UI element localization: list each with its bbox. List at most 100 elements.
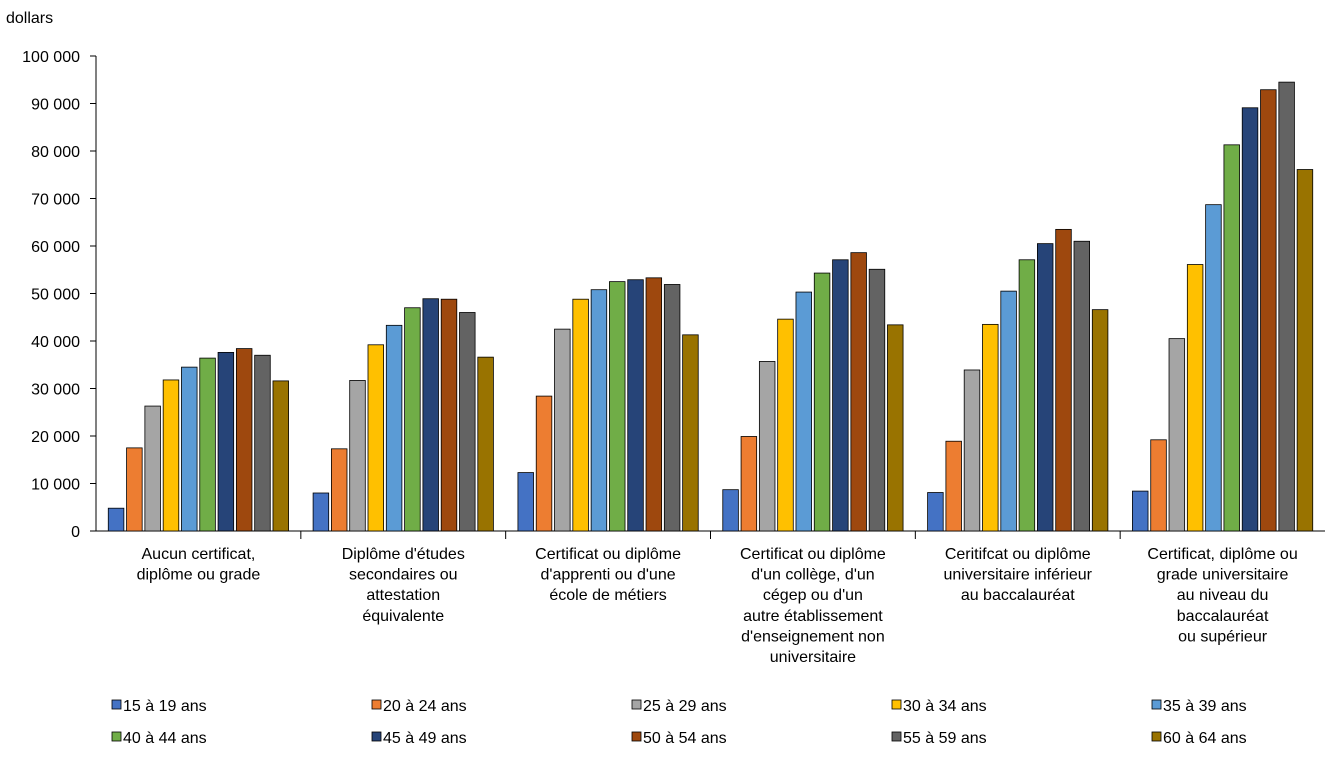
x-category-label: Certificat ou diplôme d'un collège, d'un c… [740, 546, 886, 666]
bar [162, 379, 180, 532]
bar [1186, 264, 1204, 532]
bar [590, 289, 608, 532]
bar [663, 284, 681, 532]
bar [627, 279, 644, 532]
x-category-label-line: Aucun certificat, [142, 546, 256, 563]
y-tick-label: 80 000 [31, 144, 80, 161]
x-category-label-line: au baccalauréat [961, 587, 1075, 604]
bar [813, 272, 831, 532]
bar [272, 380, 289, 532]
x-category-label-line: Certificat ou diplôme [535, 546, 681, 563]
y-tick-label: 40 000 [31, 334, 80, 351]
legend-swatch [111, 699, 122, 710]
bar [887, 324, 904, 532]
bar [181, 366, 198, 532]
bar [832, 259, 849, 532]
bar [1018, 259, 1036, 532]
legend-label: 30 à 34 ans [903, 698, 987, 715]
y-tick-label: 10 000 [31, 477, 80, 494]
bar [1073, 240, 1091, 532]
bar [385, 324, 403, 532]
legend-label: 35 à 39 ans [1163, 698, 1247, 715]
x-category-label: Certificat ou diplôme d'apprenti ou d'une… [535, 546, 681, 604]
bar [440, 298, 458, 532]
y-axis-label: dollars [6, 10, 53, 27]
bar [459, 312, 476, 532]
bar [927, 492, 944, 532]
legend-swatch [1151, 731, 1162, 742]
legend-swatch [1151, 699, 1162, 710]
bar [609, 281, 626, 532]
x-category-label-line: Certificat, diplôme ou [1147, 546, 1297, 563]
bar [1296, 169, 1314, 532]
bar [572, 298, 589, 532]
x-category-label-line: cégep ou d'un [763, 587, 863, 604]
legend-label: 20 à 24 ans [383, 698, 467, 715]
bar [199, 357, 216, 532]
y-tick-label: 0 [71, 524, 80, 541]
y-tick-label: 70 000 [31, 192, 80, 209]
bar [349, 380, 366, 532]
x-category-label-line: d'enseignement non [741, 628, 885, 645]
legend-swatch [371, 731, 382, 742]
x-category-label-line: Certificat ou diplôme [740, 546, 886, 563]
x-category-label-line: Ceritifcat ou diplôme [945, 546, 1091, 563]
y-tick-label: 90 000 [31, 97, 80, 114]
x-category-label: Aucun certificat, diplôme ou grade [137, 546, 261, 584]
bar [1241, 107, 1259, 532]
bar [1150, 439, 1167, 532]
bar [1091, 309, 1109, 532]
bar [945, 440, 962, 532]
bar [330, 448, 348, 532]
bar [1132, 490, 1149, 532]
bar [235, 348, 253, 532]
bar [312, 492, 330, 532]
y-tick-label: 100 000 [22, 49, 80, 66]
x-category-label-line: Diplôme d'études [342, 546, 465, 563]
bar [1205, 204, 1222, 532]
legend-swatch [631, 731, 642, 742]
legend-label: 25 à 29 ans [643, 698, 727, 715]
x-category-label-line: d'un collège, d'un [751, 567, 875, 584]
bar [517, 472, 534, 532]
bar [535, 395, 553, 532]
bar [254, 354, 271, 532]
bar [477, 356, 494, 532]
x-category-label-line: baccalauréat [1177, 608, 1269, 625]
legend-swatch [891, 731, 902, 742]
bar [367, 344, 385, 532]
bar [422, 298, 439, 532]
legend-label: 40 à 44 ans [123, 730, 207, 747]
x-category-label-line: équivalente [362, 608, 444, 625]
x-category-label-line: d'apprenti ou d'une [541, 567, 676, 584]
bar [722, 489, 739, 532]
x-category-label-line: secondaires ou [349, 567, 458, 584]
legend-label: 50 à 54 ans [643, 730, 727, 747]
x-category-label: Diplôme d'études secondaires ou attestatio… [342, 546, 465, 625]
bar [1278, 81, 1295, 532]
bar [126, 447, 143, 532]
bar [682, 334, 699, 532]
bar [107, 507, 125, 532]
legend-swatch [891, 699, 902, 710]
x-category-label-line: ou supérieur [1178, 628, 1268, 645]
bar [1168, 338, 1186, 532]
bar [645, 277, 663, 532]
x-category-label-line: autre établissement [743, 608, 883, 625]
x-category-label-line: grade universitaire [1157, 567, 1289, 584]
y-tick-label: 60 000 [31, 239, 80, 256]
bar [554, 328, 571, 532]
bar [795, 291, 812, 532]
bar [868, 268, 886, 532]
x-category-label: Ceritifcat ou diplôme universitaire infér… [943, 546, 1092, 604]
legend-swatch [371, 699, 382, 710]
x-category-label: Certificat, diplôme ou grade universitair… [1147, 546, 1297, 645]
y-tick-label: 30 000 [31, 382, 80, 399]
bar [217, 351, 235, 532]
legend-label: 55 à 59 ans [903, 730, 987, 747]
bar [758, 361, 776, 532]
x-category-label-line: au niveau du [1177, 587, 1269, 604]
x-category-label-line: universitaire [770, 649, 856, 666]
